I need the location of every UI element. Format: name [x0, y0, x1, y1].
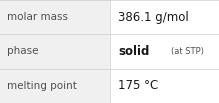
Text: 175 °C: 175 °C — [118, 79, 159, 92]
Text: 386.1 g/mol: 386.1 g/mol — [118, 11, 189, 24]
Bar — [110, 0, 219, 103]
Text: melting point: melting point — [7, 81, 76, 91]
Text: solid: solid — [118, 45, 150, 58]
Text: phase: phase — [7, 46, 38, 57]
Text: (at STP): (at STP) — [171, 47, 204, 56]
Text: molar mass: molar mass — [7, 12, 68, 22]
